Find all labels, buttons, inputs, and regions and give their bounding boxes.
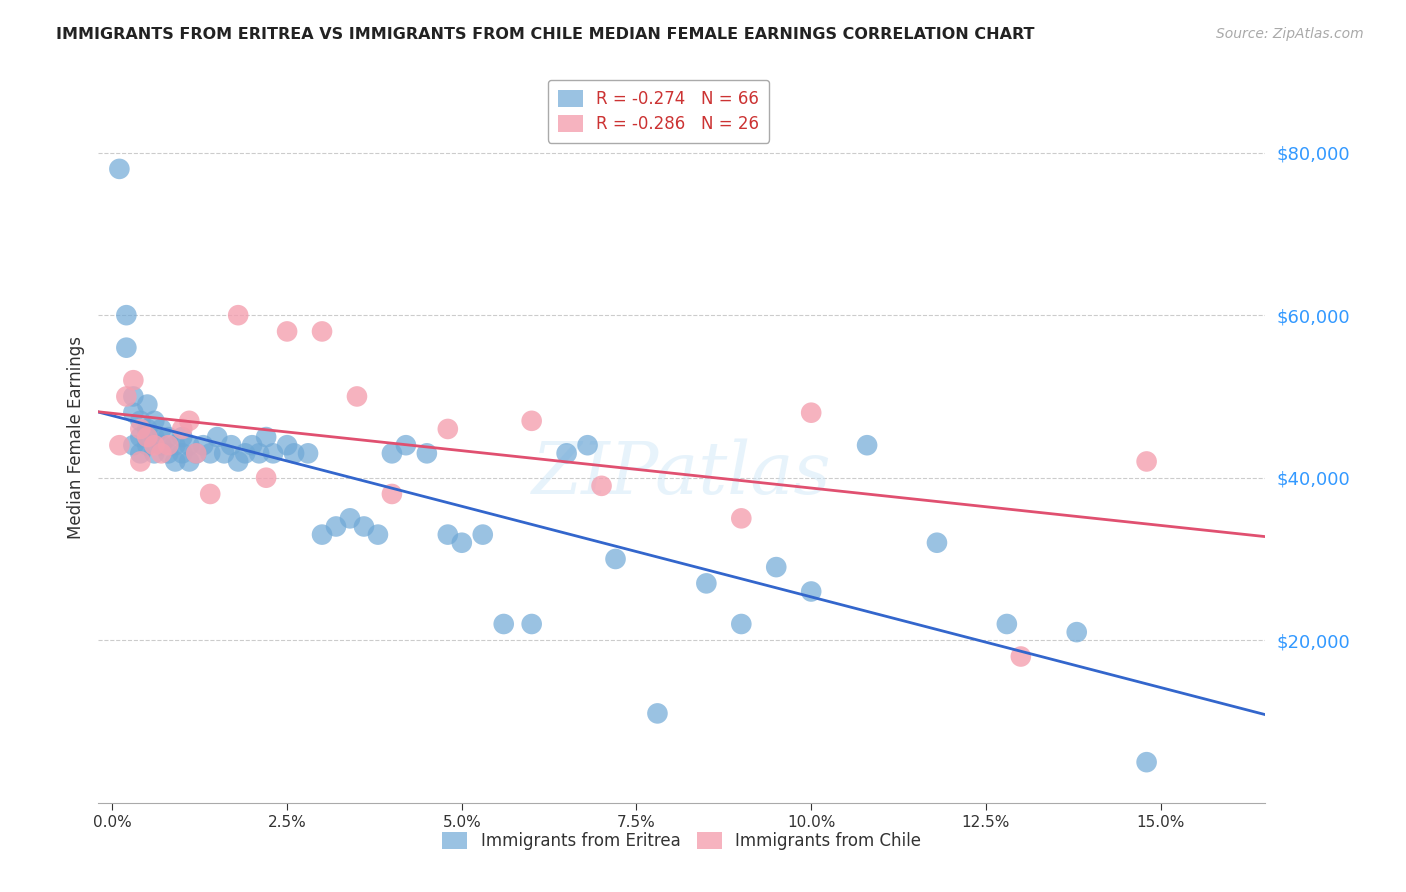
Immigrants from Eritrea	[122, 406, 145, 420]
Immigrants from Eritrea	[297, 446, 319, 460]
Immigrants from Eritrea	[165, 454, 187, 468]
Immigrants from Chile	[381, 487, 404, 501]
Immigrants from Chile	[1136, 454, 1159, 468]
Immigrants from Chile	[254, 471, 277, 485]
Immigrants from Chile	[115, 389, 138, 403]
Immigrants from Eritrea	[925, 535, 948, 549]
Immigrants from Eritrea	[129, 414, 152, 428]
Immigrants from Eritrea	[143, 446, 166, 460]
Immigrants from Eritrea	[172, 430, 194, 444]
Legend: Immigrants from Eritrea, Immigrants from Chile: Immigrants from Eritrea, Immigrants from…	[433, 822, 931, 860]
Immigrants from Eritrea	[143, 414, 166, 428]
Immigrants from Chile	[136, 430, 159, 444]
Immigrants from Chile	[520, 414, 543, 428]
Immigrants from Chile	[200, 487, 222, 501]
Immigrants from Eritrea	[108, 161, 131, 176]
Immigrants from Eritrea	[165, 438, 187, 452]
Immigrants from Eritrea	[150, 438, 173, 452]
Immigrants from Chile	[186, 446, 208, 460]
Immigrants from Eritrea	[212, 446, 235, 460]
Immigrants from Eritrea	[800, 584, 823, 599]
Immigrants from Eritrea	[122, 389, 145, 403]
Immigrants from Eritrea	[995, 617, 1018, 632]
Immigrants from Chile	[346, 389, 368, 403]
Immigrants from Eritrea	[122, 438, 145, 452]
Immigrants from Eritrea	[262, 446, 284, 460]
Immigrants from Eritrea	[381, 446, 404, 460]
Immigrants from Chile	[172, 422, 194, 436]
Immigrants from Chile	[311, 325, 333, 339]
Immigrants from Eritrea	[179, 454, 201, 468]
Immigrants from Eritrea	[157, 430, 180, 444]
Immigrants from Chile	[129, 454, 152, 468]
Immigrants from Eritrea	[437, 527, 460, 541]
Immigrants from Eritrea	[576, 438, 599, 452]
Immigrants from Eritrea	[471, 527, 494, 541]
Immigrants from Eritrea	[129, 430, 152, 444]
Immigrants from Chile	[276, 325, 298, 339]
Immigrants from Chile	[437, 422, 460, 436]
Immigrants from Eritrea	[115, 341, 138, 355]
Immigrants from Eritrea	[136, 422, 159, 436]
Immigrants from Eritrea	[555, 446, 578, 460]
Immigrants from Eritrea	[136, 398, 159, 412]
Immigrants from Eritrea	[283, 446, 305, 460]
Immigrants from Eritrea	[157, 446, 180, 460]
Immigrants from Eritrea	[325, 519, 347, 533]
Immigrants from Eritrea	[339, 511, 361, 525]
Immigrants from Eritrea	[450, 535, 472, 549]
Immigrants from Eritrea	[193, 438, 215, 452]
Immigrants from Eritrea	[367, 527, 389, 541]
Immigrants from Eritrea	[219, 438, 242, 452]
Immigrants from Eritrea	[276, 438, 298, 452]
Immigrants from Eritrea	[1066, 625, 1088, 640]
Immigrants from Eritrea	[179, 438, 201, 452]
Immigrants from Chile	[226, 308, 249, 322]
Immigrants from Eritrea	[129, 446, 152, 460]
Immigrants from Eritrea	[254, 430, 277, 444]
Immigrants from Eritrea	[115, 308, 138, 322]
Immigrants from Eritrea	[172, 446, 194, 460]
Immigrants from Eritrea	[695, 576, 717, 591]
Text: IMMIGRANTS FROM ERITREA VS IMMIGRANTS FROM CHILE MEDIAN FEMALE EARNINGS CORRELAT: IMMIGRANTS FROM ERITREA VS IMMIGRANTS FR…	[56, 27, 1035, 42]
Immigrants from Eritrea	[240, 438, 263, 452]
Immigrants from Chile	[730, 511, 752, 525]
Immigrants from Eritrea	[730, 617, 752, 632]
Immigrants from Eritrea	[311, 527, 333, 541]
Immigrants from Eritrea	[150, 422, 173, 436]
Immigrants from Chile	[143, 438, 166, 452]
Immigrants from Eritrea	[186, 446, 208, 460]
Immigrants from Chile	[129, 422, 152, 436]
Immigrants from Eritrea	[226, 454, 249, 468]
Immigrants from Eritrea	[520, 617, 543, 632]
Text: Source: ZipAtlas.com: Source: ZipAtlas.com	[1216, 27, 1364, 41]
Immigrants from Eritrea	[143, 430, 166, 444]
Immigrants from Chile	[157, 438, 180, 452]
Immigrants from Chile	[122, 373, 145, 387]
Immigrants from Chile	[800, 406, 823, 420]
Text: ZIPatlas: ZIPatlas	[531, 438, 832, 509]
Immigrants from Chile	[591, 479, 613, 493]
Immigrants from Eritrea	[605, 552, 627, 566]
Immigrants from Eritrea	[205, 430, 228, 444]
Immigrants from Eritrea	[136, 438, 159, 452]
Immigrants from Chile	[179, 414, 201, 428]
Y-axis label: Median Female Earnings: Median Female Earnings	[66, 335, 84, 539]
Immigrants from Eritrea	[416, 446, 439, 460]
Immigrants from Eritrea	[856, 438, 879, 452]
Immigrants from Eritrea	[233, 446, 256, 460]
Immigrants from Eritrea	[247, 446, 270, 460]
Immigrants from Eritrea	[647, 706, 669, 721]
Immigrants from Eritrea	[765, 560, 787, 574]
Immigrants from Eritrea	[1136, 755, 1159, 769]
Immigrants from Eritrea	[395, 438, 418, 452]
Immigrants from Chile	[108, 438, 131, 452]
Immigrants from Eritrea	[200, 446, 222, 460]
Immigrants from Chile	[1010, 649, 1032, 664]
Immigrants from Eritrea	[492, 617, 515, 632]
Immigrants from Eritrea	[353, 519, 375, 533]
Immigrants from Chile	[150, 446, 173, 460]
